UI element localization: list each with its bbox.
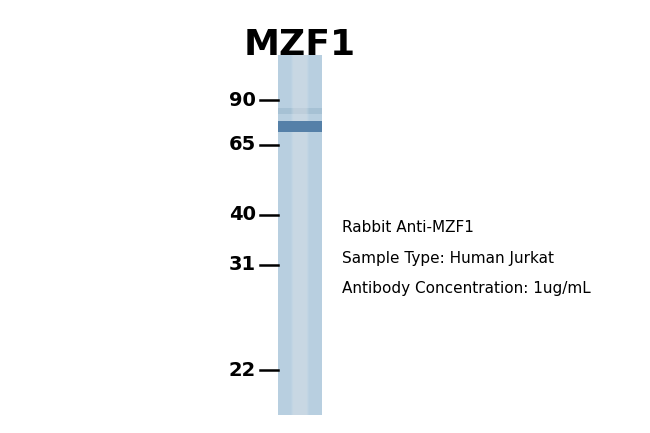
Bar <box>294 55 305 415</box>
Text: 31: 31 <box>229 255 256 275</box>
Bar <box>294 55 306 415</box>
Bar <box>295 55 305 415</box>
Bar <box>294 55 305 415</box>
Bar <box>294 55 306 415</box>
Text: 22: 22 <box>229 361 256 379</box>
Text: MZF1: MZF1 <box>244 28 356 62</box>
Text: Rabbit Anti-MZF1: Rabbit Anti-MZF1 <box>342 220 474 236</box>
Bar <box>295 55 305 415</box>
Bar <box>291 55 309 415</box>
Bar <box>292 55 308 415</box>
Text: 40: 40 <box>229 206 256 224</box>
Bar <box>292 55 307 415</box>
Bar <box>292 55 308 415</box>
Text: Antibody Concentration: 1ug/mL: Antibody Concentration: 1ug/mL <box>342 281 591 295</box>
Text: 65: 65 <box>229 136 256 155</box>
Bar <box>293 55 307 415</box>
Bar <box>292 55 308 415</box>
Bar <box>291 55 309 415</box>
Bar <box>293 55 307 415</box>
Bar <box>278 108 322 114</box>
Bar <box>292 55 307 415</box>
Text: 90: 90 <box>229 90 256 110</box>
Bar <box>293 55 307 415</box>
Bar <box>292 55 307 415</box>
Bar <box>278 55 322 415</box>
Bar <box>278 121 322 132</box>
Text: Sample Type: Human Jurkat: Sample Type: Human Jurkat <box>342 251 554 265</box>
Bar <box>294 55 305 415</box>
Bar <box>295 55 305 415</box>
Bar <box>294 55 306 415</box>
